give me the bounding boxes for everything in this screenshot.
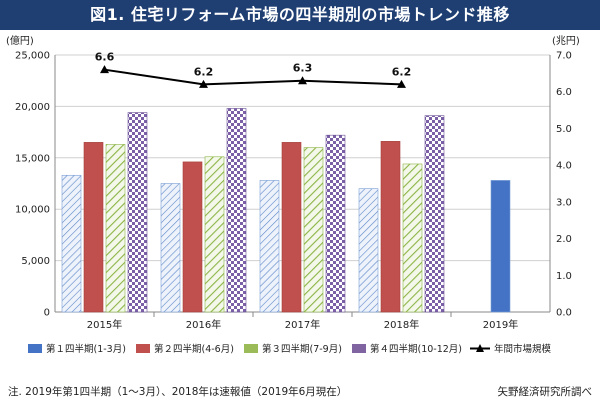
legend-swatch-1 <box>28 344 42 353</box>
left-tick-label: 15,000 <box>15 153 50 164</box>
chart-title: 図1. 住宅リフォーム市場の四半期別の市場トレンド推移 <box>0 0 600 30</box>
line-data-label: 6.2 <box>194 65 214 78</box>
line-point <box>397 79 406 88</box>
right-tick-label: 6.0 <box>556 87 572 98</box>
annual-market-line <box>104 68 402 86</box>
bar-1-4 <box>358 188 379 313</box>
legend-label-1: 第１四半期(1-3月) <box>46 343 126 355</box>
right-tick-label: 2.0 <box>556 234 572 245</box>
legend-line-marker <box>476 344 484 352</box>
legend-label-2: 第２四半期(4-6月) <box>154 343 234 355</box>
right-tick-label: 0.0 <box>556 308 572 319</box>
left-axis-unit: (億円) <box>6 34 34 47</box>
bar-4-4 <box>424 115 445 313</box>
right-tick-label: 1.0 <box>556 271 572 282</box>
line-data-label: 6.2 <box>392 65 412 78</box>
bar-1-3 <box>259 180 280 313</box>
right-tick-label: 7.0 <box>556 51 572 62</box>
bar-4-3 <box>325 134 346 313</box>
chart-area: 0 5,000 10,000 15,000 20,000 25,000 0.0 1.0 2.0 3… <box>6 34 580 355</box>
category-label: 2017年 <box>285 318 320 331</box>
legend-label-4: 第４四半期(10-12月) <box>370 343 462 355</box>
bar-2-1 <box>83 142 104 313</box>
line-point <box>199 79 208 88</box>
line-point <box>100 65 109 74</box>
bar-1-5 <box>490 180 511 313</box>
category-label: 2015年 <box>87 318 122 331</box>
bar-3-1 <box>105 144 126 313</box>
line-data-label: 6.3 <box>293 62 313 75</box>
category-label: 2019年 <box>483 318 518 331</box>
bar-1-1 <box>61 174 82 313</box>
footnote: 注. 2019年第1四半期（1～3月）、2018年は速報値（2019年6月現在） <box>8 386 348 398</box>
bar-3-3 <box>303 147 324 313</box>
left-tick-label: 25,000 <box>15 51 50 62</box>
left-tick-label: 0 <box>44 308 50 319</box>
legend-swatch-3 <box>244 344 258 353</box>
legend-swatch-2 <box>136 344 150 353</box>
bar-1-2 <box>160 183 181 313</box>
bar-4-2 <box>226 108 247 313</box>
right-tick-label: 5.0 <box>556 124 572 135</box>
left-tick-label: 10,000 <box>15 205 50 216</box>
right-tick-label: 4.0 <box>556 161 572 172</box>
bar-2-2 <box>182 161 203 313</box>
category-label: 2018年 <box>384 318 419 331</box>
left-tick-label: 20,000 <box>15 102 50 113</box>
bar-2-3 <box>281 142 302 313</box>
right-axis-unit: (兆円) <box>552 35 580 47</box>
legend-label-3: 第３四半期(7-9月) <box>262 343 342 355</box>
line-point <box>298 76 307 85</box>
bar-3-4 <box>402 163 423 313</box>
right-tick-label: 3.0 <box>556 197 572 208</box>
left-tick-label: 5,000 <box>21 256 50 267</box>
bar-4-1 <box>127 112 148 313</box>
line-data-label: 6.6 <box>95 51 115 64</box>
legend-label-line: 年間市場規模 <box>494 343 552 355</box>
bar-2-4 <box>380 141 401 313</box>
source-credit: 矢野経済研究所調べ <box>497 386 593 398</box>
bar-3-2 <box>204 156 225 313</box>
category-label: 2016年 <box>186 318 221 331</box>
legend-swatch-4 <box>352 344 366 353</box>
